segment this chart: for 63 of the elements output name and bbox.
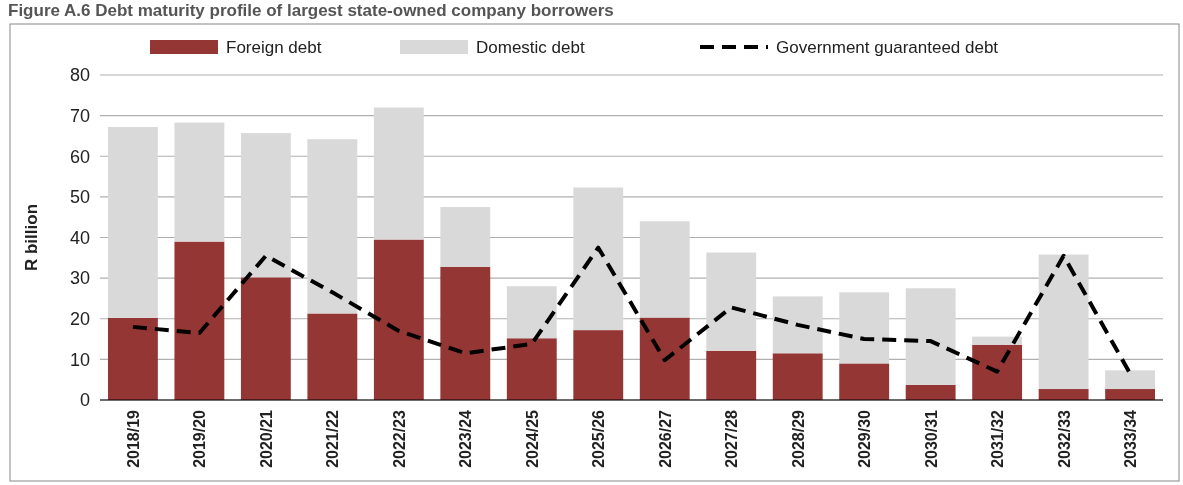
bar [639, 317, 690, 400]
bar [772, 296, 823, 354]
x-tick-label: 2019/20 [191, 409, 209, 468]
x-tick-label: 2022/23 [390, 409, 408, 468]
bar [573, 187, 624, 331]
x-tick-label: 2033/34 [1122, 409, 1140, 468]
bar [1105, 389, 1156, 400]
bar [440, 266, 491, 400]
x-tick-label: 2018/19 [124, 409, 142, 468]
bar [174, 241, 225, 400]
bar [639, 221, 690, 318]
y-tick-label: 30 [69, 268, 90, 289]
bar [839, 292, 890, 364]
bar [706, 350, 757, 400]
legend-label: Government guaranteed debt [776, 38, 999, 57]
bar [373, 239, 424, 400]
bar [307, 139, 358, 314]
x-tick-label: 2026/27 [656, 409, 674, 468]
line-series [130, 245, 1133, 376]
x-tick-label: 2025/26 [590, 409, 608, 468]
x-tick-label: 2028/29 [789, 409, 807, 468]
bar [772, 353, 823, 400]
bar [839, 363, 890, 400]
bar [373, 107, 424, 240]
legend-label: Foreign debt [226, 38, 322, 57]
x-tick-label: 2021/22 [324, 409, 342, 468]
bar [573, 330, 624, 400]
y-tick-label: 10 [69, 349, 90, 370]
bar [706, 252, 757, 351]
y-tick-label: 70 [69, 105, 90, 126]
bar [107, 127, 158, 318]
bar [307, 313, 358, 400]
y-axis-title: R billion [22, 203, 41, 272]
bar [506, 338, 557, 400]
bar [107, 317, 158, 400]
bar [440, 207, 491, 267]
x-tick-label: 2020/21 [257, 409, 275, 468]
y-tick-label: 80 [69, 65, 90, 86]
legend-label: Domestic debt [476, 38, 585, 57]
bar [240, 277, 291, 400]
x-tick-label: 2027/28 [723, 409, 741, 468]
x-tick-label: 2030/31 [922, 409, 940, 468]
x-tick-label: 2031/32 [989, 409, 1007, 468]
y-tick-label: 0 [79, 390, 90, 411]
x-tick-label: 2032/33 [1055, 409, 1073, 468]
bar [905, 288, 956, 385]
x-tick-label: 2023/24 [457, 409, 475, 468]
bar [972, 336, 1023, 345]
chart-title: Figure A.6 Debt maturity profile of largest state-owned company borrowers [8, 1, 614, 20]
x-tick-label: 2024/25 [523, 409, 541, 468]
bar [506, 286, 557, 339]
x-tick-label: 2029/30 [856, 409, 874, 468]
y-tick-label: 20 [69, 309, 90, 330]
bar [1105, 370, 1156, 390]
bar [174, 122, 225, 242]
bar [240, 133, 291, 278]
bar [1038, 389, 1089, 400]
bar [905, 384, 956, 400]
y-tick-label: 50 [69, 187, 90, 208]
bar [1038, 254, 1089, 390]
y-tick-label: 40 [69, 227, 90, 248]
bar [972, 344, 1023, 400]
y-tick-label: 60 [69, 146, 90, 167]
